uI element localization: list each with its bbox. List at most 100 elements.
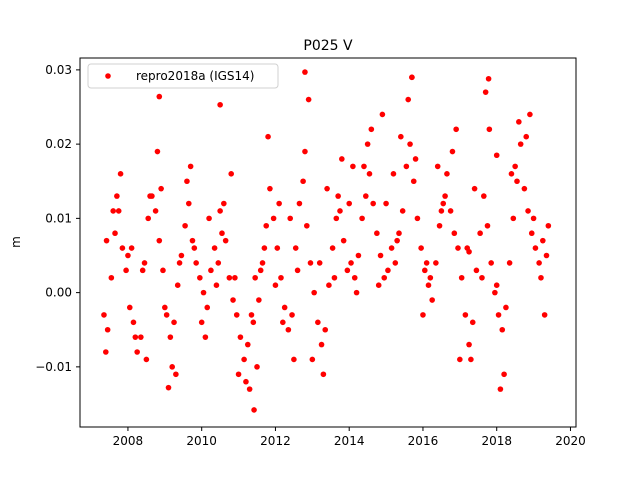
data-point — [265, 133, 271, 140]
x-tick-label: 2018 — [481, 434, 512, 448]
data-point — [162, 304, 168, 311]
data-point — [185, 200, 192, 207]
data-point — [423, 260, 430, 266]
data-point — [145, 215, 152, 222]
x-tick-label: 2012 — [260, 434, 291, 448]
data-point — [302, 69, 308, 75]
data-point — [493, 282, 500, 288]
data-point — [178, 252, 185, 259]
data-point — [434, 163, 441, 170]
data-point — [353, 289, 360, 296]
data-point — [528, 230, 535, 237]
data-points — [101, 69, 552, 413]
data-point — [359, 215, 365, 222]
data-point — [339, 156, 345, 162]
data-point — [418, 245, 424, 251]
data-point — [202, 334, 209, 340]
data-point — [468, 356, 474, 363]
data-point — [281, 304, 288, 311]
data-point — [252, 274, 258, 281]
plot-frame — [79, 57, 577, 428]
data-point — [254, 364, 260, 370]
data-point — [222, 237, 229, 244]
data-point — [427, 274, 434, 281]
data-point — [125, 252, 131, 259]
data-point — [191, 245, 198, 251]
data-point — [232, 274, 238, 281]
data-point — [377, 252, 384, 259]
data-point — [235, 371, 242, 378]
data-point — [420, 312, 426, 318]
data-point — [112, 230, 118, 237]
data-point — [171, 319, 177, 326]
data-point — [433, 260, 439, 266]
data-point — [294, 267, 301, 274]
data-point — [399, 208, 406, 214]
data-point — [243, 378, 249, 385]
data-point — [206, 215, 212, 222]
data-point — [394, 237, 400, 244]
data-point — [285, 326, 292, 333]
data-point — [530, 215, 537, 222]
y-tick-label: 0.00 — [45, 286, 72, 300]
data-point — [364, 141, 371, 147]
data-point — [545, 222, 552, 229]
data-point — [182, 222, 188, 229]
data-point — [174, 282, 181, 288]
data-point — [340, 237, 347, 244]
x-tick-label: 2016 — [408, 434, 439, 448]
data-point — [173, 371, 179, 378]
legend: repro2018a (IGS14) — [87, 63, 279, 89]
data-point — [141, 260, 148, 266]
data-point — [368, 126, 375, 133]
data-point — [226, 274, 233, 281]
data-point — [296, 200, 303, 207]
data-point — [396, 230, 402, 237]
data-point — [506, 260, 513, 266]
data-point — [385, 267, 391, 274]
data-point — [333, 215, 340, 222]
data-point — [248, 312, 255, 318]
data-point — [403, 163, 410, 170]
data-point — [440, 200, 447, 207]
data-point — [289, 312, 295, 318]
data-point — [114, 193, 120, 199]
x-tick-label: 2008 — [113, 434, 144, 448]
data-point — [115, 208, 122, 214]
data-point — [261, 245, 268, 251]
data-point — [278, 274, 284, 281]
data-point — [197, 274, 203, 281]
data-point — [466, 341, 472, 348]
data-point — [204, 304, 211, 311]
data-point — [381, 274, 388, 281]
data-point — [485, 75, 492, 82]
data-point — [375, 282, 382, 288]
data-point — [409, 74, 415, 81]
data-point — [398, 133, 404, 140]
data-point — [237, 334, 244, 340]
data-point — [315, 319, 321, 326]
data-point — [184, 178, 190, 185]
data-point — [324, 185, 330, 192]
data-point — [517, 141, 524, 147]
data-point — [221, 200, 227, 207]
data-point — [331, 274, 338, 281]
data-point — [407, 141, 413, 147]
data-point — [390, 171, 397, 177]
data-point — [267, 185, 273, 192]
data-point — [516, 119, 522, 125]
data-point — [103, 237, 110, 244]
data-point — [344, 267, 351, 274]
data-point — [287, 215, 294, 222]
data-point — [484, 222, 491, 229]
data-point — [326, 282, 332, 288]
data-point — [309, 356, 316, 363]
data-point — [198, 319, 205, 326]
data-point — [492, 289, 498, 296]
data-point — [538, 274, 544, 281]
data-point — [501, 371, 507, 378]
data-point — [451, 230, 458, 237]
data-point — [104, 326, 111, 333]
data-point — [422, 267, 428, 274]
